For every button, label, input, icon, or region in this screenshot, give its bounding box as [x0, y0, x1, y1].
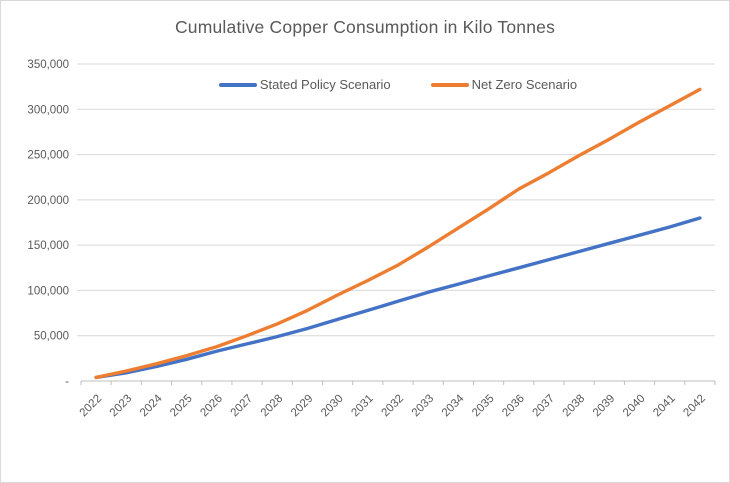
legend-item-stated-policy-scenario: Stated Policy Scenario: [218, 77, 391, 92]
x-axis-tick-label: 2036: [500, 393, 527, 420]
x-axis-tick-label: 2040: [621, 393, 648, 420]
x-axis-tick-label: 2023: [108, 393, 135, 420]
y-axis-tick-label: 50,000: [34, 331, 69, 343]
x-axis-tick-label: 2031: [349, 393, 376, 420]
x-axis-tick-label: 2029: [289, 393, 316, 420]
legend-item-net-zero-scenario: Net Zero Scenario: [430, 77, 578, 92]
chart-title: Cumulative Copper Consumption in Kilo To…: [174, 17, 556, 37]
series-line-net-zero-scenario: [94, 87, 702, 380]
legend-swatch-stated-policy-icon: [218, 82, 257, 87]
x-axis-tick-label: 2025: [168, 393, 195, 420]
legend-swatch-net-zero-icon: [430, 82, 469, 87]
series-line-stated-policy-scenario: [94, 216, 702, 380]
y-axis-tick-label: 250,000: [27, 150, 69, 162]
x-axis-tick-label: 2039: [591, 393, 618, 420]
y-axis-tick-label: 100,000: [27, 285, 69, 297]
x-axis-tick-label: 2032: [380, 393, 407, 420]
x-axis-tick-label: 2022: [78, 393, 105, 420]
y-axis-tick-label: 300,000: [27, 104, 69, 116]
x-axis-tick-label: 2033: [410, 393, 437, 420]
legend: Stated Policy Scenario Net Zero Scenario: [81, 77, 715, 92]
x-axis-tick-label: 2038: [561, 393, 588, 420]
x-axis-tick-label: 2024: [138, 392, 165, 419]
x-axis-tick-label: 2034: [440, 392, 467, 419]
x-axis-tick-label: 2037: [530, 393, 557, 420]
x-axis-tick-label: 2041: [651, 393, 678, 420]
x-axis-tick-label: 2042: [681, 393, 708, 420]
legend-label-net-zero: Net Zero Scenario: [471, 77, 578, 92]
x-axis-tick-label: 2030: [319, 393, 346, 420]
y-axis-tick-label: 350,000: [27, 59, 69, 71]
y-axis-tick-label: 150,000: [27, 240, 69, 252]
y-axis-tick-label: 200,000: [27, 195, 69, 207]
x-axis-tick-label: 2035: [470, 393, 497, 420]
x-axis-tick-label: 2027: [229, 393, 256, 420]
x-axis-tick-label: 2026: [198, 393, 225, 420]
legend-label-stated-policy: Stated Policy Scenario: [259, 77, 391, 92]
y-axis-tick-label: -: [65, 376, 69, 388]
x-axis-tick-label: 2028: [259, 393, 286, 420]
